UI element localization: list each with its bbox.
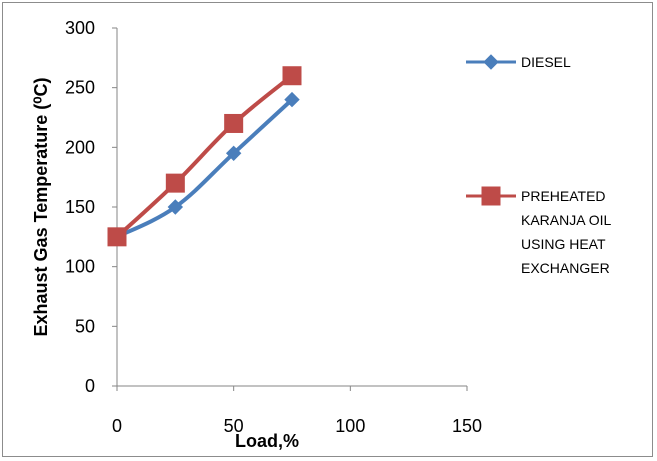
y-tick-label: 250 — [65, 78, 95, 98]
legend-label: DIESEL — [521, 54, 571, 70]
series-line-diesel — [115, 97, 294, 239]
x-tick-label: 100 — [335, 416, 365, 436]
tick-marks — [112, 27, 468, 391]
x-axis-title: Load,% — [235, 431, 299, 451]
legend: DIESEL PREHEATED KARANJA OIL USING HEAT EXCH… — [466, 54, 611, 276]
series-line-preheated-karanja-oil — [115, 73, 294, 239]
y-axis-title: Exhaust Gas Temperature (⁰C) — [31, 78, 51, 337]
series-layer — [107, 66, 302, 247]
legend-swatch-marker — [481, 186, 501, 206]
legend-label: PREHEATED — [521, 188, 606, 204]
series-diesel — [109, 91, 300, 245]
data-point-diesel — [225, 145, 242, 162]
data-point-preheated-karanja-oil — [282, 66, 302, 86]
x-tick-label: 0 — [112, 416, 122, 436]
tick-labels: 0 50 100 150 200 250 300 0 50 100 150 — [65, 18, 482, 436]
legend-label: USING HEAT — [521, 236, 606, 252]
data-point-diesel — [284, 91, 300, 108]
legend-item-diesel: DIESEL — [466, 54, 571, 70]
y-tick-label: 150 — [65, 197, 95, 217]
data-point-preheated-karanja-oil — [165, 173, 185, 193]
legend-label: EXCHANGER — [521, 260, 610, 276]
y-tick-label: 100 — [65, 257, 95, 277]
x-tick-label: 150 — [452, 416, 482, 436]
y-tick-label: 200 — [65, 137, 95, 157]
legend-item-preheated-karanja-oil: PREHEATED KARANJA OIL USING HEAT EXCHANGER — [466, 186, 611, 276]
x-tick-label: 50 — [224, 416, 244, 436]
data-point-preheated-karanja-oil — [224, 113, 244, 133]
legend-label: KARANJA OIL — [521, 212, 611, 228]
data-point-preheated-karanja-oil — [107, 227, 127, 247]
series-preheated-karanja-oil — [107, 66, 302, 247]
y-tick-label: 50 — [75, 316, 95, 336]
data-point-diesel — [167, 199, 184, 215]
y-tick-label: 300 — [65, 18, 95, 38]
y-tick-label: 0 — [85, 376, 95, 396]
legend-swatch-marker — [483, 54, 499, 70]
